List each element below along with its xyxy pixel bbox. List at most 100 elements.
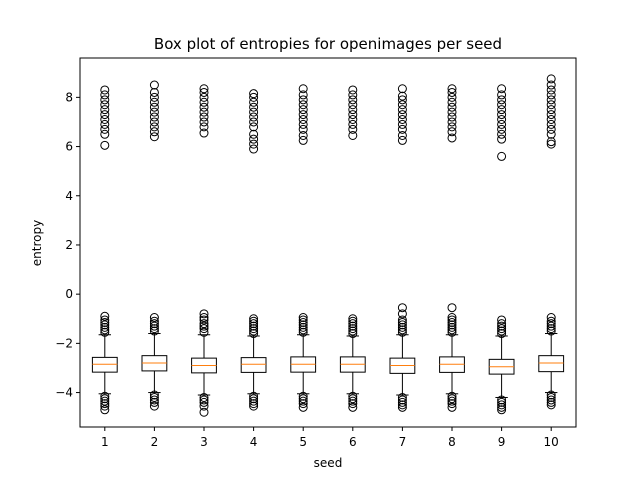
flier-point: [100, 394, 110, 404]
flier-point: [100, 401, 110, 411]
flier-point: [397, 100, 407, 110]
flier-point: [149, 102, 159, 112]
flier-point: [397, 95, 407, 105]
flier-point: [348, 130, 358, 140]
flier-point: [298, 135, 308, 145]
flier-point: [199, 84, 209, 94]
flier-point: [249, 97, 259, 107]
flier-point: [447, 327, 457, 337]
flier-point: [546, 397, 556, 407]
flier-point: [249, 134, 259, 144]
flier-point: [497, 105, 507, 115]
flier-point: [447, 84, 457, 94]
flier-point: [149, 313, 159, 323]
flier-point: [546, 115, 556, 124]
flier-point: [348, 115, 358, 124]
flier-point: [397, 119, 407, 129]
flier-point: [397, 325, 407, 335]
flier-point: [546, 316, 556, 326]
y-tick-label: −2: [55, 336, 73, 350]
flier-point: [298, 119, 308, 129]
y-tick-label: 6: [65, 140, 73, 154]
flier-point: [249, 391, 259, 401]
flier-point: [447, 112, 457, 122]
flier-point: [249, 92, 259, 102]
flier-point: [249, 321, 259, 331]
flier-point: [348, 100, 358, 110]
flier-point: [149, 319, 159, 329]
flier-point: [546, 105, 556, 115]
flier-point: [397, 317, 407, 327]
flier-point: [497, 90, 507, 100]
flier-point: [397, 402, 407, 412]
flier-point: [397, 115, 407, 124]
flier-point: [100, 124, 110, 134]
flier-point: [199, 97, 209, 107]
flier-point: [100, 317, 110, 327]
flier-point: [149, 97, 159, 107]
flier-point: [149, 395, 159, 405]
flier-point: [348, 316, 358, 326]
flier-point: [546, 80, 556, 90]
flier-point: [100, 396, 110, 406]
flier-point: [149, 397, 159, 407]
flier-point: [100, 327, 110, 337]
flier-point: [298, 84, 308, 94]
y-tick-label: −4: [55, 386, 73, 400]
x-tick-label: 9: [498, 435, 506, 449]
flier-point: [249, 139, 259, 149]
flier-point: [249, 396, 259, 406]
flier-point: [546, 100, 556, 110]
flier-point: [298, 90, 308, 100]
flier-point: [447, 402, 457, 412]
chart-title: Box plot of entropies for openimages per…: [154, 35, 502, 53]
flier-point: [497, 115, 507, 124]
flier-point: [348, 329, 358, 339]
x-tick-label: 3: [200, 435, 208, 449]
flier-point: [546, 124, 556, 134]
x-tick-label: 8: [448, 435, 456, 449]
flier-point: [298, 124, 308, 134]
flier-point: [447, 399, 457, 409]
flier-point: [149, 92, 159, 102]
flier-point: [447, 315, 457, 325]
flier-point: [149, 392, 159, 402]
flier-point: [348, 326, 358, 336]
flier-point: [546, 319, 556, 329]
flier-point: [298, 95, 308, 105]
flier-point: [497, 405, 507, 415]
flier-point: [149, 117, 159, 127]
flier-point: [348, 324, 358, 334]
box-iqr: [240, 357, 267, 373]
flier-point: [497, 151, 507, 161]
flier-point: [298, 115, 308, 124]
y-tick-label: 2: [65, 238, 73, 252]
flier-point: [149, 107, 159, 117]
flier-point: [199, 395, 209, 405]
flier-point: [249, 129, 259, 139]
flier-point: [397, 392, 407, 402]
flier-point: [447, 394, 457, 404]
flier-point: [546, 313, 556, 323]
x-tick-label: 5: [299, 435, 307, 449]
flier-point: [348, 319, 358, 329]
flier-point: [447, 117, 457, 127]
flier-point: [546, 390, 556, 400]
flier-point: [249, 144, 259, 154]
flier-point: [546, 324, 556, 334]
flier-point: [447, 325, 457, 335]
flier-point: [497, 324, 507, 334]
flier-point: [149, 80, 159, 90]
flier-point: [397, 400, 407, 410]
flier-point: [298, 315, 308, 325]
flier-point: [249, 122, 259, 132]
x-axis-label: seed: [314, 456, 343, 470]
flier-point: [199, 122, 209, 132]
flier-point: [397, 395, 407, 405]
flier-point: [149, 112, 159, 122]
flier-point: [100, 119, 110, 129]
flier-point: [348, 90, 358, 100]
flier-point: [497, 321, 507, 331]
flier-point: [149, 122, 159, 132]
